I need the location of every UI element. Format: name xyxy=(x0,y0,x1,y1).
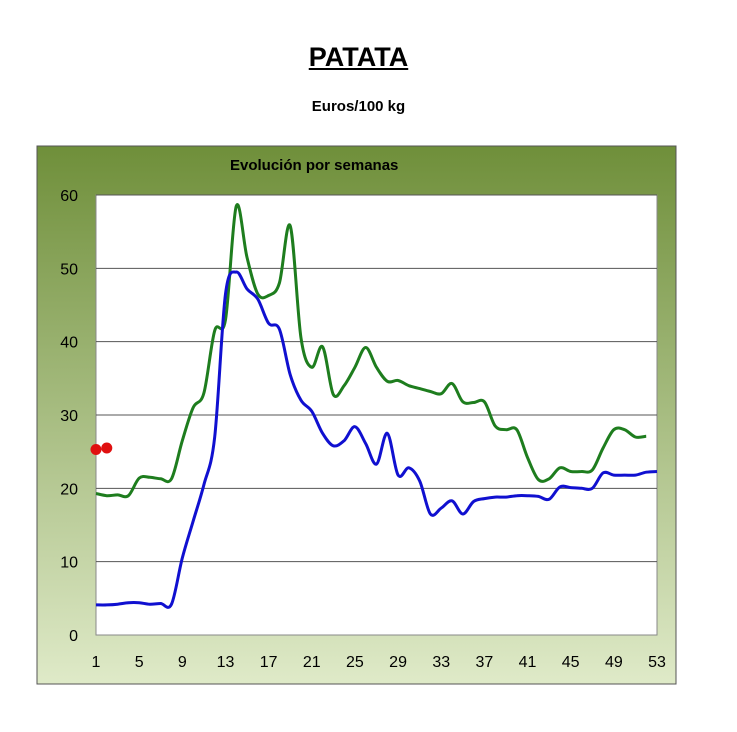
x-tick-label: 49 xyxy=(605,654,623,671)
x-tick-label: 17 xyxy=(260,654,278,671)
x-tick-label: 25 xyxy=(346,654,364,671)
x-tick-label: 41 xyxy=(519,654,537,671)
y-tick-label: 40 xyxy=(60,335,78,352)
x-tick-label: 5 xyxy=(135,654,144,671)
x-tick-label: 9 xyxy=(178,654,187,671)
series-line-2 xyxy=(95,270,658,609)
data-point-marker xyxy=(101,442,113,454)
x-tick-label: 1 xyxy=(92,654,101,671)
y-axis: 0 10 20 30 40 50 60 xyxy=(60,188,78,645)
y-tick-label: 10 xyxy=(60,555,78,572)
x-tick-label: 13 xyxy=(217,654,235,671)
data-point-marker xyxy=(90,443,102,455)
y-tick-label: 30 xyxy=(60,408,78,425)
series-group xyxy=(90,203,658,609)
chart-title: Evolución por semanas xyxy=(230,157,398,174)
x-tick-label: 21 xyxy=(303,654,321,671)
y-tick-label: 60 xyxy=(60,188,78,205)
x-axis: 1 5 9 13 17 21 25 29 33 37 41 45 49 53 xyxy=(92,654,666,671)
x-tick-label: 33 xyxy=(432,654,450,671)
x-tick-label: 29 xyxy=(389,654,407,671)
x-tick-label: 45 xyxy=(562,654,580,671)
series-line-1 xyxy=(95,203,647,499)
x-tick-label: 53 xyxy=(648,654,666,671)
y-tick-label: 20 xyxy=(60,481,78,498)
page-subtitle: Euros/100 kg xyxy=(311,98,406,115)
page-title: PATATA xyxy=(308,42,409,72)
y-tick-label: 0 xyxy=(69,628,78,645)
y-tick-label: 50 xyxy=(60,261,78,278)
x-tick-label: 37 xyxy=(475,654,493,671)
